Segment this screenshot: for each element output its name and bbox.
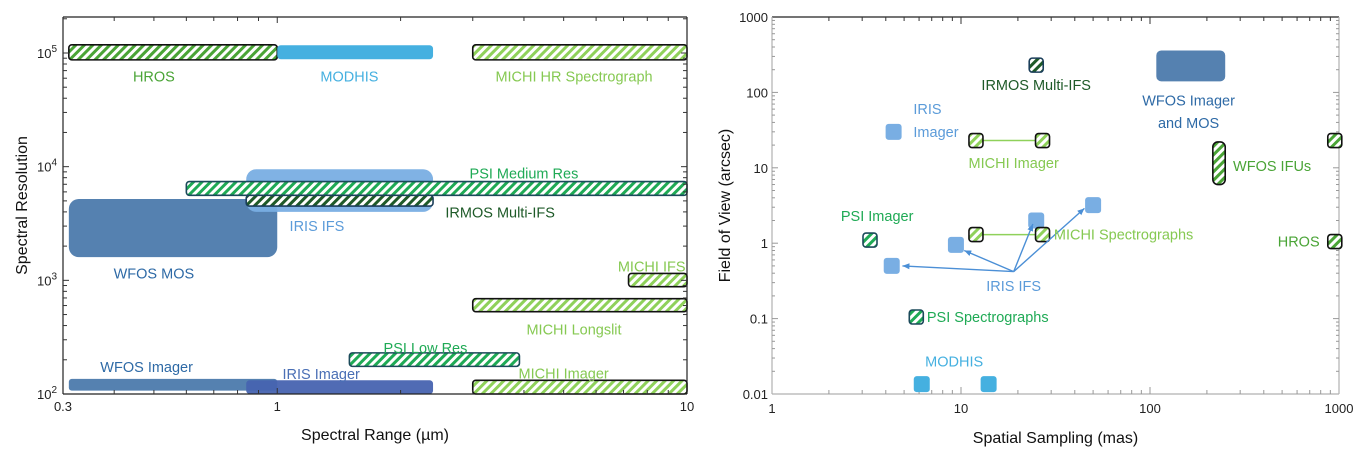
bar-michi-hr-spectrograph: [471, 44, 688, 61]
point-michi-imager-1: [968, 132, 984, 149]
point-psi-spectrographs: [908, 309, 925, 325]
bar-psi-medium-res: [185, 180, 688, 197]
y-tick-label: 105: [37, 44, 57, 61]
label-hros: HROS: [133, 70, 175, 86]
bar-michi-imager: [471, 379, 688, 395]
x-tick-label: 1: [768, 401, 775, 416]
point-iris-ifs-2: [947, 236, 964, 253]
x-tick-label: 100: [1139, 401, 1161, 416]
arrow-iris-ifs-arrow-3: [1013, 223, 1034, 272]
bar-wfos-imager: [68, 378, 278, 391]
label-psi-medium-res: PSI Medium Res: [470, 167, 579, 183]
label-modhis: MODHIS: [320, 70, 378, 86]
y-tick-label: 0.01: [743, 387, 768, 402]
point-modhis-2: [980, 376, 997, 393]
y-tick-label: 100: [746, 85, 768, 100]
left-chart-spectral-resolution-vs-range: WFOS MOS IRIS IFS PSI Medium Res IRMOS Mult…: [14, 16, 694, 444]
arrow-iris-ifs-arrow-1: [902, 263, 1014, 273]
point-iris-ifs-1: [883, 257, 900, 274]
annotation-imager: Imager: [913, 125, 958, 141]
point-michi-imager-2: [1034, 132, 1051, 149]
bar-modhis: [277, 45, 434, 60]
label-psi-low-res: PSI Low Res: [384, 341, 468, 357]
label-iris-ifs: IRIS IFS: [290, 219, 345, 235]
y-tick-label: 1000: [739, 10, 768, 25]
arrow-iris-ifs-arrow-4: [1013, 207, 1085, 273]
annotation-hros: HROS: [1278, 235, 1320, 251]
region-wfos-imager-and-mos: [1156, 50, 1226, 82]
y-tick-label: 0.1: [750, 312, 768, 327]
annotation-and-mos: and MOS: [1158, 116, 1219, 132]
label-wfos-mos: WFOS MOS: [114, 266, 195, 282]
annotation-psi-imager: PSI Imager: [841, 209, 914, 225]
annotation-michi-spectrographs: MICHI Spectrographs: [1054, 228, 1193, 244]
label-irmos-multi-ifs: IRMOS Multi-IFS: [445, 206, 555, 222]
x-tick-label: 10: [680, 399, 694, 414]
y-tick-label: 1: [761, 236, 768, 251]
point-modhis-1: [913, 376, 930, 393]
annotation-wfos-ifus: WFOS IFUs: [1233, 159, 1311, 175]
point-michi-spectrographs-1: [968, 226, 984, 243]
annotation-irmos-multi-ifs: IRMOS Multi-IFS: [981, 78, 1091, 94]
y-tick-label: 10: [754, 161, 768, 176]
x-tick-label: 1: [274, 399, 281, 414]
y-axis-title: Field of View (arcsec): [717, 129, 734, 283]
x-tick-label: 10: [954, 401, 968, 416]
annotation-michi-imager: MICHI Imager: [969, 156, 1059, 172]
annotation-modhis: MODHIS: [925, 354, 983, 370]
label-michi-ifs: MICHI IFS: [618, 259, 686, 275]
point-iris-imager: [885, 123, 902, 140]
label-iris-imager: IRIS Imager: [282, 367, 360, 383]
label-michi-hr-spectrograph: MICHI HR Spectrograph: [495, 70, 652, 86]
right-chart-fov-vs-spatial-sampling: 1 10 100 1000 0.01 0.1 1 10 100 1000 Spatial Sampl…: [717, 10, 1353, 447]
y-tick-label: 103: [37, 271, 57, 288]
annotation-wfos-imager: WFOS Imager: [1142, 94, 1235, 110]
bar-psi-low-res: [348, 352, 521, 368]
point-michi-spectrographs-2: [1034, 226, 1051, 243]
x-axis-title: Spectral Range (µm): [301, 427, 449, 444]
x-tick-label: 1000: [1325, 401, 1354, 416]
label-michi-imager: MICHI Imager: [519, 366, 609, 382]
point-iris-ifs-4: [1085, 197, 1102, 214]
label-wfos-imager: WFOS Imager: [100, 360, 193, 376]
y-tick-label: 104: [37, 158, 57, 175]
x-tick-label: 0.3: [54, 399, 72, 414]
point-hros: [1326, 233, 1343, 250]
label-michi-longslit: MICHI Longslit: [526, 322, 621, 338]
annotation-iris: IRIS: [913, 102, 941, 118]
bar-michi-longslit: [471, 297, 688, 313]
annotation-iris-ifs: IRIS IFS: [986, 279, 1041, 295]
bar-irmos-multi-ifs: [245, 194, 434, 207]
point-iris-ifs-3: [1028, 212, 1045, 229]
region-wfos-ifus: [1212, 141, 1227, 186]
point-irmos-multi-ifs: [1028, 57, 1045, 73]
x-axis-title: Spatial Sampling (mas): [973, 430, 1138, 447]
bar-hros: [68, 44, 279, 61]
point-psi-imager: [862, 232, 878, 248]
y-tick-label: 102: [37, 385, 57, 402]
bar-michi-ifs: [627, 272, 688, 288]
arrow-iris-ifs-arrow-2: [963, 249, 1014, 273]
y-axis-title: Spectral Resolution: [14, 136, 31, 275]
annotation-psi-spectrographs: PSI Spectrographs: [927, 310, 1049, 326]
point-wfos-ifus-2: [1326, 132, 1343, 149]
bar-wfos-mos: [68, 198, 278, 258]
bar-iris-imager: [246, 380, 434, 394]
